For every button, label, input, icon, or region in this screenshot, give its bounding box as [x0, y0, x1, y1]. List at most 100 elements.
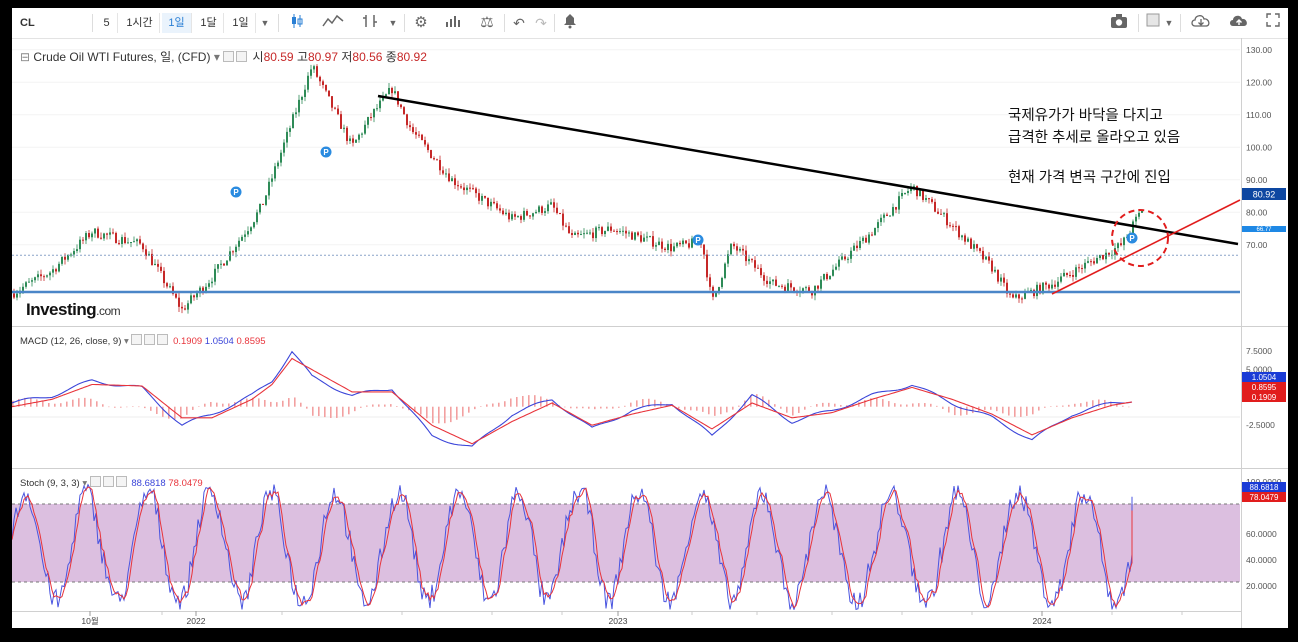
candle-body — [376, 108, 378, 110]
chevron-down-icon[interactable]: ▾ — [213, 50, 220, 64]
candle-body — [238, 240, 240, 247]
macd-histogram-bar — [1080, 403, 1082, 407]
indicator-icon[interactable] — [318, 13, 348, 33]
macd-histogram-bar — [132, 406, 134, 407]
candle-body — [505, 212, 507, 215]
macd-histogram-bar — [426, 406, 428, 419]
candle-body — [214, 268, 216, 282]
macd-value-macd: 1.0504 — [204, 336, 234, 347]
candle-body — [748, 259, 750, 262]
candle-body — [913, 185, 915, 187]
candle-body — [838, 259, 840, 267]
compare-icon[interactable]: ⚖ — [480, 14, 494, 31]
macd-histogram-bar — [216, 402, 218, 407]
macd-histogram-bar — [1020, 406, 1022, 417]
fullscreen-icon[interactable] — [1262, 13, 1284, 33]
candle-body — [841, 256, 843, 260]
candle-body — [649, 236, 651, 238]
macd-histogram-bar — [636, 400, 638, 407]
candle-body — [421, 134, 423, 141]
settings-icon[interactable]: ⚙ — [414, 14, 428, 31]
camera-icon[interactable] — [1106, 13, 1132, 33]
undo-icon[interactable]: ↶ — [513, 15, 525, 31]
candle-body — [1075, 267, 1077, 277]
candle-body — [559, 213, 561, 215]
bar-type-icon[interactable] — [356, 13, 386, 33]
candle-body — [289, 128, 291, 132]
chart-canvas[interactable]: 130.00120.00110.00100.0090.0080.0070.00 … — [12, 8, 1288, 628]
pin-marker[interactable]: P — [1126, 232, 1138, 244]
price-axis-label: 90.00 — [1246, 175, 1268, 185]
candle-body — [826, 273, 828, 280]
candle-body — [121, 237, 123, 244]
macd-histogram-bar — [612, 406, 614, 409]
interval-5m-button[interactable]: 5 — [96, 13, 118, 33]
candle-body — [1069, 274, 1071, 276]
cloud-download-icon[interactable] — [1186, 13, 1216, 33]
macd-histogram-bar — [318, 406, 320, 417]
candle-body — [328, 90, 330, 97]
candle-body — [61, 256, 63, 264]
candle-body — [484, 195, 486, 198]
chevron-down-icon[interactable]: ▾ — [124, 336, 129, 347]
candle-body — [340, 114, 342, 129]
settings-small-icon[interactable] — [102, 476, 114, 487]
interval-dropdown-value[interactable]: 1일 — [226, 13, 256, 33]
close-icon[interactable] — [157, 334, 169, 345]
resistance-trendline[interactable] — [377, 94, 1239, 246]
candle-body — [268, 181, 270, 196]
color-box-icon[interactable] — [1144, 13, 1162, 33]
interval-1mo-button[interactable]: 1달 — [194, 13, 224, 33]
chevron-down-icon[interactable]: ▼ — [388, 18, 398, 28]
candle-body — [253, 222, 255, 228]
interval-1h-button[interactable]: 1시간 — [120, 13, 160, 33]
svg-text:P: P — [695, 236, 701, 245]
symbol-input[interactable]: CL — [20, 17, 35, 29]
settings-small-icon[interactable] — [144, 334, 156, 345]
pin-marker[interactable]: P — [320, 146, 332, 158]
candle-body — [31, 280, 33, 282]
time-axis-label: 2022 — [187, 616, 206, 626]
macd-histogram-bar — [240, 400, 242, 407]
cloud-upload-icon[interactable] — [1224, 13, 1254, 33]
chevron-down-icon[interactable]: ▼ — [1164, 18, 1174, 28]
collapse-icon[interactable]: ⊟ — [20, 50, 31, 64]
volume-icon[interactable] — [440, 13, 466, 33]
candle-body — [265, 195, 267, 205]
candle-body — [1120, 243, 1122, 246]
redo-icon[interactable]: ↷ — [535, 15, 547, 31]
candle-body — [658, 241, 660, 246]
candle-body — [778, 285, 780, 287]
macd-axis: 7.5000 5.0000 -2.5000 — [1246, 346, 1275, 430]
candle-type-icon[interactable] — [284, 13, 310, 33]
candle-body — [217, 264, 219, 269]
candle-body — [862, 237, 864, 241]
visibility-icon[interactable] — [131, 334, 143, 345]
uptrend-line[interactable] — [1051, 199, 1241, 295]
candle-body — [1000, 277, 1002, 282]
candle-body — [76, 249, 78, 252]
chevron-down-icon[interactable]: ▾ — [82, 478, 88, 489]
candle-body — [1063, 272, 1065, 277]
candle-body — [286, 131, 288, 143]
macd-histogram-bar — [330, 406, 332, 418]
macd-histogram-bar — [858, 402, 860, 407]
interval-1d-button[interactable]: 1일 — [162, 13, 192, 33]
chevron-down-icon[interactable]: ▼ — [260, 18, 270, 28]
pin-marker[interactable]: P — [230, 186, 242, 198]
alert-icon[interactable] — [558, 13, 582, 33]
highlight-circle[interactable] — [1111, 209, 1169, 267]
macd-histogram-bar — [156, 406, 158, 415]
macd-histogram-bar — [786, 406, 788, 413]
pin-marker[interactable]: P — [692, 234, 704, 246]
candle-body — [358, 134, 360, 140]
visibility-icon[interactable] — [89, 476, 101, 487]
settings-small-icon[interactable] — [236, 51, 248, 62]
candle-body — [958, 226, 960, 238]
price-axis-label: 80.00 — [1246, 207, 1268, 217]
macd-histogram-bar — [714, 406, 716, 416]
stoch-pane-title: Stoch (9, 3, 3) — [20, 478, 80, 489]
close-icon[interactable] — [115, 476, 127, 487]
visibility-icon[interactable] — [223, 51, 235, 62]
candle-body — [124, 237, 126, 244]
